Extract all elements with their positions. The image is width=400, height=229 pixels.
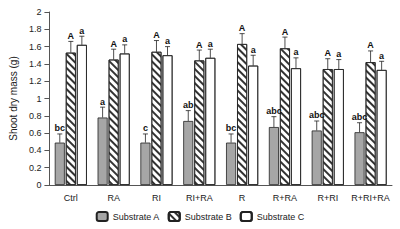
svg-text:R+RI+RA: R+RI+RA (351, 193, 390, 203)
svg-text:Substrate B: Substrate B (185, 212, 232, 222)
svg-text:Ctrl: Ctrl (64, 193, 78, 203)
svg-text:A: A (367, 40, 374, 50)
svg-text:a: a (100, 97, 106, 107)
svg-text:A: A (110, 39, 117, 49)
svg-text:bc: bc (226, 123, 237, 133)
svg-text:A: A (325, 48, 332, 58)
svg-text:2: 2 (36, 7, 41, 17)
svg-text:R+RA: R+RA (273, 193, 297, 203)
svg-text:ab: ab (183, 100, 194, 110)
svg-text:a: a (122, 34, 128, 44)
svg-text:RI+RA: RI+RA (186, 193, 213, 203)
svg-text:R: R (239, 193, 246, 203)
svg-text:1.8: 1.8 (29, 24, 42, 34)
svg-text:Shoot dry mass (g): Shoot dry mass (g) (8, 56, 19, 140)
svg-text:a: a (293, 47, 299, 57)
svg-text:a: a (379, 51, 385, 61)
svg-text:a: a (251, 45, 257, 55)
svg-text:a: a (208, 39, 214, 49)
svg-text:abc: abc (309, 110, 325, 120)
svg-text:Substrate A: Substrate A (113, 212, 160, 222)
svg-text:A: A (239, 23, 246, 33)
svg-text:A: A (196, 40, 203, 50)
svg-text:abc: abc (266, 106, 282, 116)
svg-text:0.8: 0.8 (29, 111, 42, 121)
svg-text:0.4: 0.4 (29, 145, 42, 155)
svg-text:c: c (143, 123, 148, 133)
svg-text:RI: RI (152, 193, 161, 203)
svg-text:0: 0 (36, 180, 41, 190)
svg-text:1: 1 (36, 94, 41, 104)
svg-text:R+RI: R+RI (317, 193, 338, 203)
svg-text:1.4: 1.4 (29, 59, 42, 69)
svg-text:1.2: 1.2 (29, 76, 42, 86)
svg-text:a: a (336, 49, 342, 59)
svg-text:abc: abc (352, 112, 368, 122)
svg-text:Substrate C: Substrate C (257, 212, 305, 222)
svg-text:A: A (153, 30, 160, 40)
svg-text:bc: bc (55, 123, 66, 133)
svg-text:A: A (68, 31, 75, 41)
svg-text:0.6: 0.6 (29, 128, 42, 138)
svg-text:a: a (165, 36, 171, 46)
svg-text:RA: RA (107, 193, 120, 203)
svg-text:0.2: 0.2 (29, 163, 42, 173)
svg-text:a: a (79, 26, 85, 36)
svg-text:A: A (282, 27, 289, 37)
svg-text:1.6: 1.6 (29, 42, 42, 52)
